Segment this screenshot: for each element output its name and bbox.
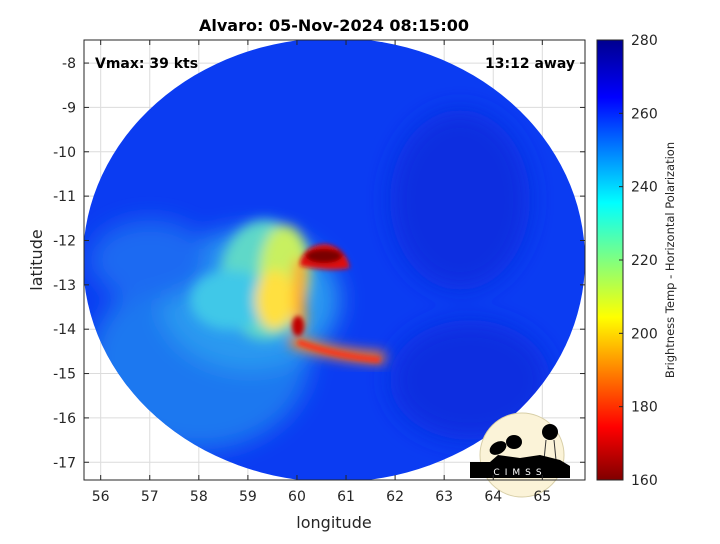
y-tick-label: -10 bbox=[53, 145, 76, 161]
colorbar-tick-label: 280 bbox=[631, 33, 658, 49]
y-tick-label: -12 bbox=[53, 233, 76, 249]
y-tick-label: -17 bbox=[53, 455, 76, 471]
colorbar-tick-label: 200 bbox=[631, 326, 658, 342]
x-ticks: 56 57 58 59 60 61 62 63 64 65 bbox=[92, 40, 551, 505]
y-tick-label: -8 bbox=[62, 56, 76, 72]
x-tick-label: 58 bbox=[190, 489, 208, 505]
y-axis-label: latitude bbox=[27, 229, 46, 290]
y-tick-label: -14 bbox=[53, 322, 76, 338]
x-tick-label: 62 bbox=[386, 489, 404, 505]
time-away-annotation: 13:12 away bbox=[485, 56, 575, 72]
swath bbox=[84, 40, 585, 480]
colorbar-tick-label: 220 bbox=[631, 253, 658, 269]
x-tick-label: 64 bbox=[484, 489, 502, 505]
cimss-logo: CIMSS bbox=[470, 412, 570, 498]
chart-title: Alvaro: 05-Nov-2024 08:15:00 bbox=[199, 16, 469, 35]
x-tick-label: 61 bbox=[337, 489, 355, 505]
x-tick-label: 63 bbox=[435, 489, 453, 505]
coldest-core bbox=[292, 244, 381, 363]
x-tick-label: 56 bbox=[92, 489, 110, 505]
x-tick-label: 65 bbox=[533, 489, 551, 505]
colorbar-label: Brightness Temp - Horizontal Polarizatio… bbox=[663, 142, 677, 378]
y-tick-label: -11 bbox=[53, 189, 76, 205]
logo-text: CIMSS bbox=[493, 468, 546, 478]
colorbar-tick-label: 160 bbox=[631, 473, 658, 489]
colorbar-tick-label: 180 bbox=[631, 400, 658, 416]
y-tick-label: -16 bbox=[53, 411, 76, 427]
colorbar-ticks: 280 260 240 220 200 180 160 bbox=[619, 33, 658, 489]
colorbar-tick-label: 240 bbox=[631, 180, 658, 196]
x-tick-label: 57 bbox=[141, 489, 159, 505]
y-tick-label: -15 bbox=[53, 367, 76, 383]
y-ticks: -8 -9 -10 -11 -12 -13 -14 -15 -16 -17 bbox=[53, 56, 585, 471]
y-tick-label: -13 bbox=[53, 278, 76, 294]
colorbar-tick-label: 260 bbox=[631, 106, 658, 122]
x-axis-label: longitude bbox=[296, 513, 371, 532]
x-tick-label: 60 bbox=[288, 489, 306, 505]
x-tick-label: 59 bbox=[239, 489, 257, 505]
y-tick-label: -9 bbox=[62, 100, 76, 116]
vmax-annotation: Vmax: 39 kts bbox=[95, 56, 198, 72]
colorbar bbox=[596, 39, 624, 481]
axes-box bbox=[83, 39, 586, 481]
